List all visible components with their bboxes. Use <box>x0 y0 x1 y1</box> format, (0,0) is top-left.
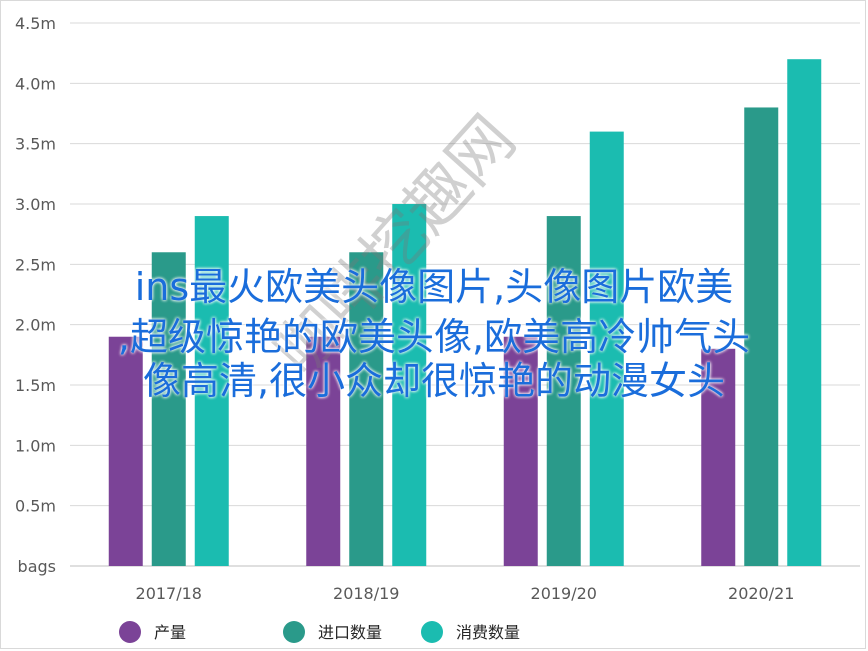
bar <box>306 336 341 566</box>
x-tick-label: 2019/20 <box>531 584 597 603</box>
overlay-line-3: 像高清,很小众却很惊艳的动漫女头 <box>142 359 726 403</box>
bar <box>349 252 384 566</box>
y-tick-label: 4.0m <box>15 74 56 93</box>
bar <box>194 216 229 567</box>
bar <box>546 216 581 567</box>
bar <box>589 131 624 566</box>
bar <box>787 59 822 566</box>
y-tick-label: 2.0m <box>15 316 56 335</box>
legend-label: 进口数量 <box>318 623 382 642</box>
legend-marker <box>119 621 141 643</box>
x-tick-label: 2017/18 <box>136 584 202 603</box>
overlay-line-2: ,超级惊艳的欧美头像,欧美高冷帅气头 <box>117 315 751 359</box>
y-tick-label: bags <box>18 557 56 576</box>
y-tick-label: 3.5m <box>15 135 56 154</box>
y-tick-label: 2.5m <box>15 255 56 274</box>
legend-label: 产量 <box>154 623 186 642</box>
legend-label: 消费数量 <box>456 623 520 642</box>
legend-marker <box>283 621 305 643</box>
bar <box>503 336 538 566</box>
bar <box>744 107 779 566</box>
bar <box>108 336 143 566</box>
y-tick-label: 4.5m <box>15 14 56 33</box>
bar <box>151 252 186 566</box>
y-tick-label: 0.5m <box>15 497 56 516</box>
legend-marker <box>421 621 443 643</box>
bar <box>392 204 427 566</box>
x-tick-label: 2020/21 <box>728 584 794 603</box>
x-tick-label: 2018/19 <box>333 584 399 603</box>
y-tick-label: 1.0m <box>15 436 56 455</box>
y-tick-label: 1.5m <box>15 376 56 395</box>
bar <box>701 348 736 566</box>
y-tick-label: 3.0m <box>15 195 56 214</box>
overlay-line-1: ins最火欧美头像图片,头像图片欧美 <box>134 265 734 309</box>
